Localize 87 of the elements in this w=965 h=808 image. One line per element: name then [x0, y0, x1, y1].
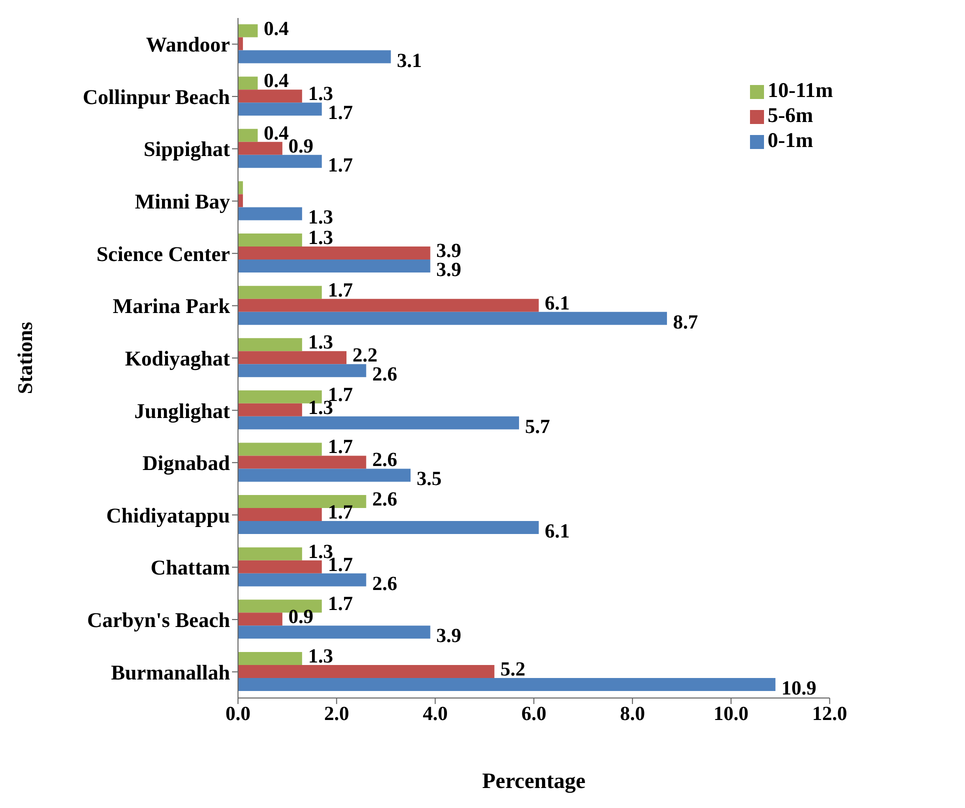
bar — [238, 50, 391, 64]
data-label: 1.7 — [328, 593, 353, 616]
data-label: 1.7 — [328, 436, 353, 458]
bar — [238, 612, 282, 626]
y-tick-label: Junglighat — [134, 398, 230, 423]
bar — [238, 652, 302, 665]
bar — [238, 298, 539, 312]
bar — [238, 181, 243, 194]
y-tick-label: Wandoor — [146, 32, 230, 57]
data-label: 1.3 — [308, 206, 334, 229]
data-label: 1.3 — [308, 645, 334, 668]
data-label: 6.1 — [544, 292, 570, 314]
bar — [238, 154, 322, 168]
bar — [238, 207, 302, 220]
y-tick-label: Sippighat — [144, 137, 230, 162]
bar — [238, 76, 258, 90]
data-label: 1.7 — [328, 502, 353, 524]
bar — [238, 234, 302, 247]
x-tick-label: 12.0 — [812, 703, 848, 726]
bar — [238, 626, 430, 639]
y-tick-label: Chattam — [150, 556, 231, 580]
data-label: 2.6 — [372, 488, 398, 511]
bar — [238, 403, 302, 416]
y-tick-label: Chidiyatappu — [106, 503, 230, 528]
bar — [238, 678, 776, 691]
bar — [238, 312, 667, 325]
bar — [238, 456, 366, 469]
x-tick-label: 10.0 — [714, 703, 749, 726]
x-axis-title: Percentage — [482, 768, 586, 793]
x-tick-label: 2.0 — [324, 703, 350, 726]
bar — [238, 102, 322, 116]
y-tick-label: Science Center — [96, 242, 230, 266]
y-tick-label: Collinpur Beach — [82, 84, 230, 109]
data-label: 3.5 — [416, 468, 442, 490]
data-label: 0.9 — [288, 606, 314, 628]
y-tick-label: Kodiyaghat — [124, 346, 230, 370]
bar — [238, 508, 322, 522]
data-label: 3.9 — [436, 625, 462, 648]
bar — [238, 573, 366, 586]
legend-label: 5-6m — [768, 103, 814, 127]
data-label: 5.2 — [500, 658, 526, 680]
x-tick-label: 4.0 — [422, 703, 448, 726]
data-label: 2.6 — [372, 449, 398, 472]
bar — [238, 194, 243, 208]
data-label: 0.4 — [264, 122, 289, 144]
bar — [238, 90, 302, 103]
y-tick-label: Carbyn's Beach — [87, 608, 230, 632]
bar — [238, 142, 282, 155]
data-label: 5.7 — [525, 416, 550, 438]
bar — [238, 416, 520, 430]
data-label: 1.3 — [308, 332, 334, 354]
y-tick-label: Dignabad — [142, 451, 230, 476]
bar — [238, 521, 539, 534]
bar — [238, 260, 430, 273]
bar — [238, 128, 258, 142]
y-tick-label: Burmanallah — [110, 660, 230, 684]
x-tick-label: 6.0 — [521, 703, 546, 726]
bar — [238, 364, 366, 378]
data-label: 0.4 — [264, 18, 289, 40]
bar — [238, 442, 322, 456]
data-label: 1.7 — [328, 279, 353, 302]
legend-label: 0-1m — [768, 128, 814, 152]
x-tick-label: 0.0 — [226, 703, 250, 726]
data-label: 1.7 — [328, 154, 353, 176]
data-label: 10.9 — [781, 677, 816, 700]
bar — [238, 286, 322, 299]
y-axis-title: Stations — [13, 322, 37, 394]
bar — [238, 37, 243, 50]
bar — [238, 338, 302, 352]
data-label: 8.7 — [672, 311, 698, 334]
bar — [238, 468, 411, 482]
bar — [238, 246, 430, 260]
bar — [238, 24, 258, 38]
data-label: 1.3 — [308, 227, 334, 250]
bar — [238, 664, 494, 678]
data-label: 0.4 — [264, 70, 289, 92]
x-tick-label: 8.0 — [620, 703, 645, 726]
legend-label: 10-11m — [768, 78, 833, 102]
data-label: 2.6 — [372, 572, 398, 595]
y-tick-label: Marina Park — [112, 294, 230, 318]
data-label: 6.1 — [544, 520, 570, 543]
y-tick-label: Minni Bay — [134, 190, 230, 214]
bar — [238, 560, 322, 574]
bar — [238, 547, 302, 560]
bar — [238, 351, 346, 364]
data-label: 3.1 — [396, 50, 422, 72]
data-label: 0.9 — [288, 135, 314, 158]
